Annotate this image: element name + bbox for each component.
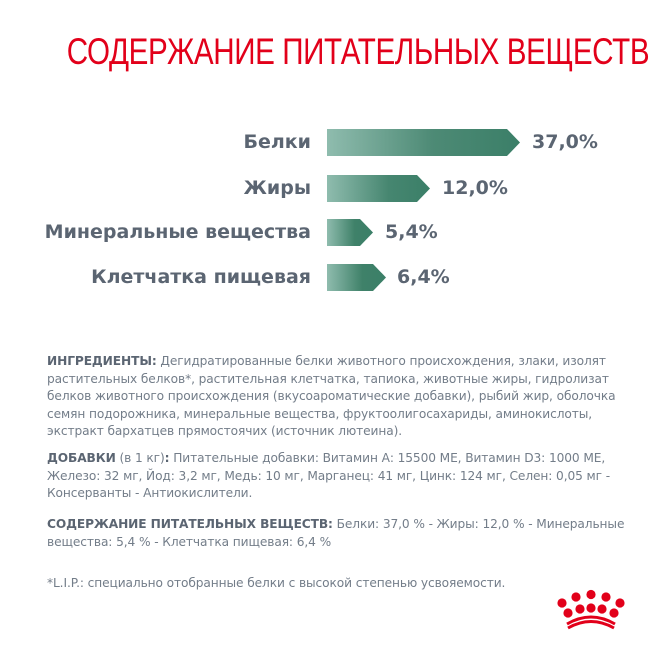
royal-canin-crown-icon [553,588,629,636]
bar-row-minerals: Минеральные вещества 5,4% [0,219,667,246]
ingredients-paragraph: ИНГРЕДИЕНТЫ: Дегидратированные белки жив… [47,353,627,441]
nutrients-paragraph: СОДЕРЖАНИЕ ПИТАТЕЛЬНЫХ ВЕЩЕСТВ: Белки: 3… [47,516,627,551]
bar-row-fiber: Клетчатка пищевая 6,4% [0,264,667,291]
bar-row-protein: Белки 37,0% [0,129,667,156]
bar-row-fat: Жиры 12,0% [0,175,667,202]
bar-label: Белки [243,131,312,153]
bar-label: Клетчатка пищевая [91,266,311,288]
page-title: СОДЕРЖАНИЕ ПИТАТЕЛЬНЫХ ВЕЩЕСТВ [66,31,650,72]
nutrient-bar-chart: Белки 37,0% Жиры 12,0% Минеральные вещес… [0,0,667,310]
footnote: *L.I.P.: специально отобранные белки с в… [47,576,506,590]
nutrients-text: Белки: 37,0 % - Жиры: 12,0 % - Минеральн… [47,517,625,549]
bar-fat [327,175,430,202]
bar-fiber [327,264,386,291]
additives-paragraph: ДОБАВКИ (в 1 кг): Питательные добавки: В… [47,450,627,503]
nutrients-heading: СОДЕРЖАНИЕ ПИТАТЕЛЬНЫХ ВЕЩЕСТВ: [47,517,333,531]
additives-heading: ДОБАВКИ [47,451,116,465]
additives-subheading: (в 1 кг) [115,451,165,465]
bar-value: 5,4% [385,221,438,243]
bar-minerals [327,219,373,246]
bar-protein [327,129,520,156]
bar-value: 6,4% [397,266,450,288]
ingredients-heading: ИНГРЕДИЕНТЫ: [47,354,157,368]
additives-text: Питательные добавки: Витамин А: 15500 МЕ… [47,451,611,501]
additives-colon: : [164,451,170,465]
bar-value: 37,0% [532,131,598,153]
bar-value: 12,0% [442,177,508,199]
ingredients-text: Дегидратированные белки животного происх… [47,354,616,439]
bar-label: Жиры [243,177,311,199]
bar-label: Минеральные вещества [44,221,311,243]
